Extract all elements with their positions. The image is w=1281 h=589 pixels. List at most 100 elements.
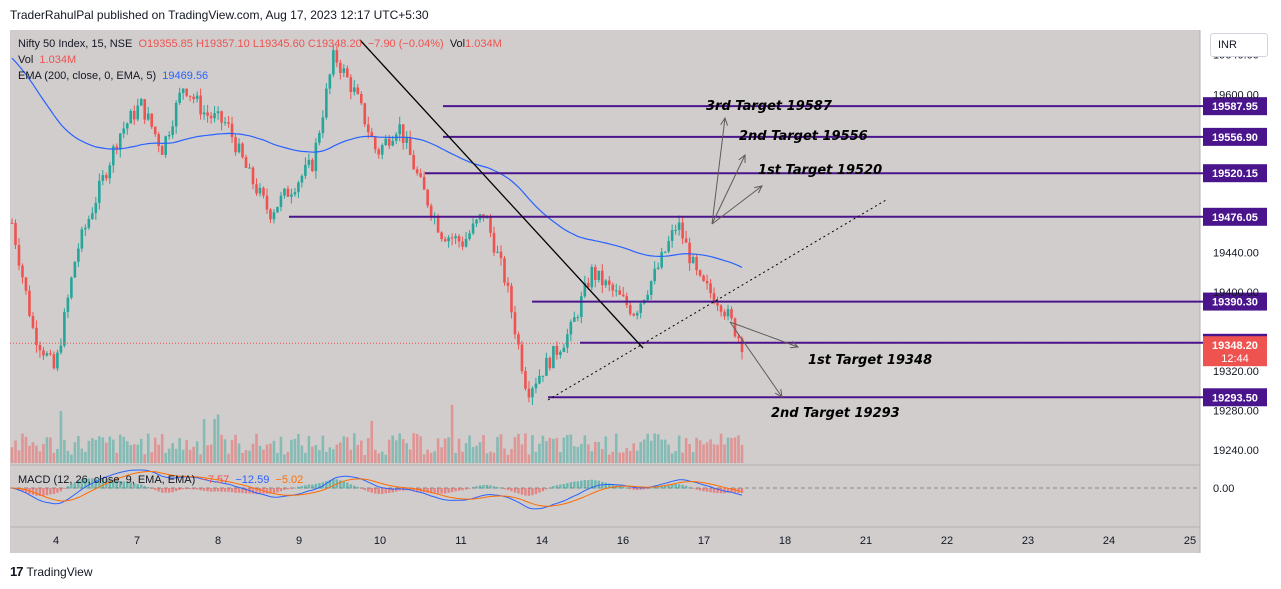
macd-histogram-bar <box>314 483 318 489</box>
candle-body <box>171 126 174 135</box>
macd-histogram-bar <box>391 488 394 493</box>
candle-body <box>178 92 181 103</box>
candle-body <box>737 336 740 339</box>
candle-body <box>234 137 237 153</box>
price-level-tag <box>1203 207 1267 226</box>
candle-body <box>436 216 440 233</box>
macd-histogram-bar <box>98 478 101 489</box>
candle-body <box>262 187 265 196</box>
volume-bar <box>290 439 293 463</box>
macd-histogram-bar <box>223 488 227 492</box>
macd-label: MACD (12, 26, close, 9, EMA, EMA) <box>18 474 196 486</box>
macd-histogram-bar <box>555 485 559 489</box>
macd-histogram-bar <box>740 488 744 494</box>
candle-body <box>42 350 45 356</box>
macd-histogram-bar <box>681 484 684 489</box>
candle-body <box>45 353 49 356</box>
candle-body <box>269 209 272 220</box>
candle-body <box>188 95 192 97</box>
candle-body <box>94 202 98 214</box>
macd-histogram-bar <box>283 488 286 490</box>
volume-bar <box>234 434 237 463</box>
x-tick-label: 22 <box>941 535 953 547</box>
candle-body <box>496 251 499 253</box>
candle-body <box>733 318 737 337</box>
volume-bar <box>614 433 618 463</box>
volume-bar <box>698 440 702 463</box>
volume-bar <box>492 452 496 463</box>
volume-bar <box>188 449 192 463</box>
volume-bar <box>468 435 471 463</box>
macd-histogram-bar <box>698 488 702 491</box>
volume-bar <box>209 444 213 463</box>
candle-body <box>101 175 105 181</box>
volume-bar <box>230 440 234 463</box>
candle-body <box>604 280 608 286</box>
volume-bar <box>325 451 328 463</box>
volume-bar <box>300 445 304 463</box>
macd-histogram-bar <box>45 488 49 496</box>
candle-body <box>111 146 115 166</box>
macd-histogram-bar <box>237 488 241 493</box>
volume-bar <box>150 452 154 463</box>
price-level-tag <box>1203 97 1267 116</box>
candle-body <box>167 134 171 137</box>
legend-vol-label: Vol <box>449 38 466 50</box>
volume-bar <box>167 448 171 463</box>
macd-histogram-bar <box>534 488 538 495</box>
macd-histogram-bar <box>611 484 614 489</box>
volume-bar <box>377 453 381 463</box>
macd-histogram-bar <box>31 488 35 495</box>
x-tick-label: 14 <box>536 535 548 547</box>
macd-histogram-bar <box>632 488 635 490</box>
candle-body <box>639 303 643 313</box>
candle-body <box>503 258 506 283</box>
volume-bar <box>66 450 70 463</box>
candle-body <box>457 236 461 242</box>
macd-histogram-bar <box>639 488 642 490</box>
currency-button[interactable]: INR <box>1210 33 1268 57</box>
candle-body <box>373 137 377 150</box>
volume-bar <box>342 436 346 463</box>
macd-histogram-bar <box>108 479 111 489</box>
candle-body <box>70 277 73 298</box>
macd-histogram-bar <box>77 480 80 489</box>
volume-bar <box>527 454 531 463</box>
candle-body <box>398 124 402 135</box>
macd-histogram-bar <box>293 487 297 489</box>
volume-bar <box>600 449 604 463</box>
macd-histogram-bar <box>597 480 600 489</box>
legend-ema-value: 19469.56 <box>162 70 209 82</box>
macd-histogram-bar <box>258 488 262 494</box>
candle-body <box>359 94 363 104</box>
macd-histogram-bar <box>129 482 132 489</box>
macd-histogram-bar <box>174 488 178 492</box>
macd-histogram-bar <box>716 488 719 494</box>
candle-body <box>597 270 601 280</box>
candle-body <box>118 133 122 150</box>
candle-body <box>723 311 726 317</box>
macd-histogram-bar <box>367 488 370 492</box>
macd-histogram-bar <box>726 488 730 493</box>
candle-body <box>122 128 126 134</box>
candle-body <box>87 218 91 228</box>
macd-histogram-bar <box>485 484 489 489</box>
volume-bar <box>223 439 227 463</box>
macd-histogram-bar <box>188 488 192 490</box>
target-arrowhead <box>754 185 763 194</box>
candle-body <box>580 296 583 318</box>
macd-histogram-bar <box>63 488 66 489</box>
volume-bar <box>594 441 597 463</box>
ema-line <box>11 57 743 268</box>
candle-body <box>705 280 709 284</box>
volume-bar <box>199 454 202 463</box>
macd-histogram-bar <box>297 486 300 489</box>
candle-body <box>77 248 80 262</box>
volume-bar <box>244 450 248 463</box>
volume-bar <box>552 438 555 463</box>
volume-bar <box>178 438 181 463</box>
macd-histogram-bar <box>84 478 87 489</box>
candle-body <box>461 241 464 247</box>
volume-bar <box>538 443 541 463</box>
